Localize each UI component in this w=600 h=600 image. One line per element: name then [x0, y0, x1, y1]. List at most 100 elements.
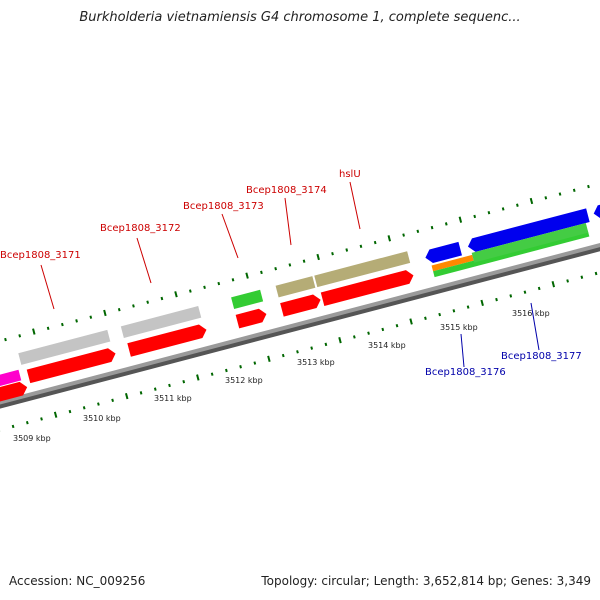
- feature-green-1[interactable]: [231, 289, 264, 310]
- major-tick: [551, 281, 556, 288]
- minor-tick: [324, 342, 328, 347]
- cds-3[interactable]: [235, 307, 269, 329]
- minor-tick: [430, 225, 434, 230]
- upper-tick-row: [4, 184, 590, 342]
- minor-tick: [444, 222, 448, 226]
- minor-tick: [153, 387, 157, 391]
- gene-label-3177[interactable]: Bcep1808_3177: [501, 351, 582, 362]
- gene-label-hslu[interactable]: hslU: [339, 169, 361, 180]
- scale-label: 3515 kbp: [440, 323, 478, 332]
- minor-tick: [11, 424, 15, 429]
- minor-tick: [239, 365, 242, 369]
- minor-tick: [117, 307, 121, 312]
- minor-tick: [509, 294, 513, 298]
- scale-label: 3514 kbp: [368, 341, 406, 350]
- feature-olive-2[interactable]: [314, 251, 411, 288]
- minor-tick: [132, 304, 135, 308]
- feature-green-3[interactable]: [471, 222, 589, 263]
- minor-tick: [310, 346, 314, 350]
- minor-tick: [231, 278, 235, 282]
- cds-0[interactable]: [0, 380, 29, 403]
- topology-text: Topology: circular; Length: 3,652,814 bp…: [261, 574, 591, 588]
- minor-tick: [352, 335, 356, 339]
- map-title: Burkholderia vietnamiensis G4 chromosome…: [79, 10, 521, 25]
- minor-tick: [61, 322, 64, 327]
- minor-tick: [345, 248, 349, 252]
- minor-tick: [160, 296, 164, 301]
- top-leader-lines: [40, 181, 361, 310]
- scale-label: 3516 kbp: [512, 309, 550, 318]
- feature-blue-2[interactable]: [466, 208, 590, 253]
- minor-tick: [402, 233, 405, 237]
- gene-label-3176[interactable]: Bcep1808_3176: [425, 367, 506, 378]
- minor-tick: [516, 203, 519, 207]
- cds-2[interactable]: [127, 323, 208, 357]
- minor-tick: [587, 184, 590, 189]
- major-tick: [103, 309, 107, 317]
- gene-label-3174[interactable]: Bcep1808_3174: [246, 185, 327, 196]
- bottom-leader-lines: [460, 302, 540, 368]
- major-tick: [174, 291, 178, 298]
- minor-tick: [566, 279, 569, 283]
- major-tick: [316, 253, 320, 261]
- cds-5[interactable]: [320, 269, 415, 307]
- minor-tick: [82, 406, 86, 410]
- gene-label-3173[interactable]: Bcep1808_3173: [183, 201, 264, 212]
- minor-tick: [217, 281, 221, 286]
- minor-tick: [4, 337, 7, 342]
- backbone-shadow: [0, 170, 600, 481]
- minor-tick: [381, 327, 385, 332]
- minor-tick: [182, 379, 186, 384]
- feature-blue-1[interactable]: [424, 241, 462, 265]
- minor-tick: [373, 240, 377, 245]
- feature-gray-2[interactable]: [120, 306, 202, 338]
- scale-label: 3510 kbp: [83, 414, 121, 423]
- gene-label-3172[interactable]: Bcep1808_3172: [100, 223, 181, 234]
- cds-4[interactable]: [280, 293, 322, 317]
- major-tick: [409, 318, 413, 325]
- minor-tick: [367, 331, 370, 335]
- minor-tick: [75, 319, 78, 323]
- minor-tick: [580, 275, 584, 279]
- minor-tick: [168, 383, 171, 388]
- scale-label: 3512 kbp: [225, 376, 263, 385]
- minor-tick: [253, 361, 257, 365]
- feature-magenta[interactable]: [0, 369, 22, 388]
- minor-tick: [331, 252, 334, 256]
- minor-tick: [544, 196, 548, 200]
- feature-gray-1[interactable]: [18, 329, 111, 365]
- major-tick: [458, 216, 463, 223]
- feature-orange[interactable]: [431, 254, 474, 272]
- major-tick: [387, 235, 392, 242]
- minor-tick: [281, 353, 285, 358]
- minor-tick: [473, 214, 477, 219]
- minor-tick: [594, 271, 598, 276]
- minor-tick: [40, 417, 43, 421]
- minor-tick: [466, 305, 470, 309]
- minor-tick: [424, 316, 427, 320]
- minor-tick: [288, 263, 292, 267]
- minor-tick: [146, 300, 150, 304]
- scale-label: 3509 kbp: [13, 434, 51, 443]
- minor-tick: [558, 192, 562, 196]
- minor-tick: [188, 289, 192, 293]
- minor-tick: [139, 391, 143, 395]
- minor-tick: [501, 207, 505, 211]
- major-tick: [480, 299, 484, 307]
- minor-tick: [438, 312, 442, 317]
- minor-tick: [225, 368, 228, 373]
- minor-tick: [89, 315, 93, 319]
- scale-label: 3511 kbp: [154, 394, 192, 403]
- minor-tick: [537, 286, 541, 291]
- cds-1[interactable]: [26, 347, 118, 384]
- feature-blue-3[interactable]: [592, 200, 600, 221]
- gene-label-3171[interactable]: Bcep1808_3171: [0, 250, 81, 261]
- backbone: [0, 168, 600, 477]
- feature-olive-1[interactable]: [275, 276, 316, 298]
- major-tick: [338, 337, 342, 344]
- lower-tick-row: [0, 271, 598, 432]
- minor-tick: [25, 421, 29, 425]
- minor-tick: [260, 270, 263, 275]
